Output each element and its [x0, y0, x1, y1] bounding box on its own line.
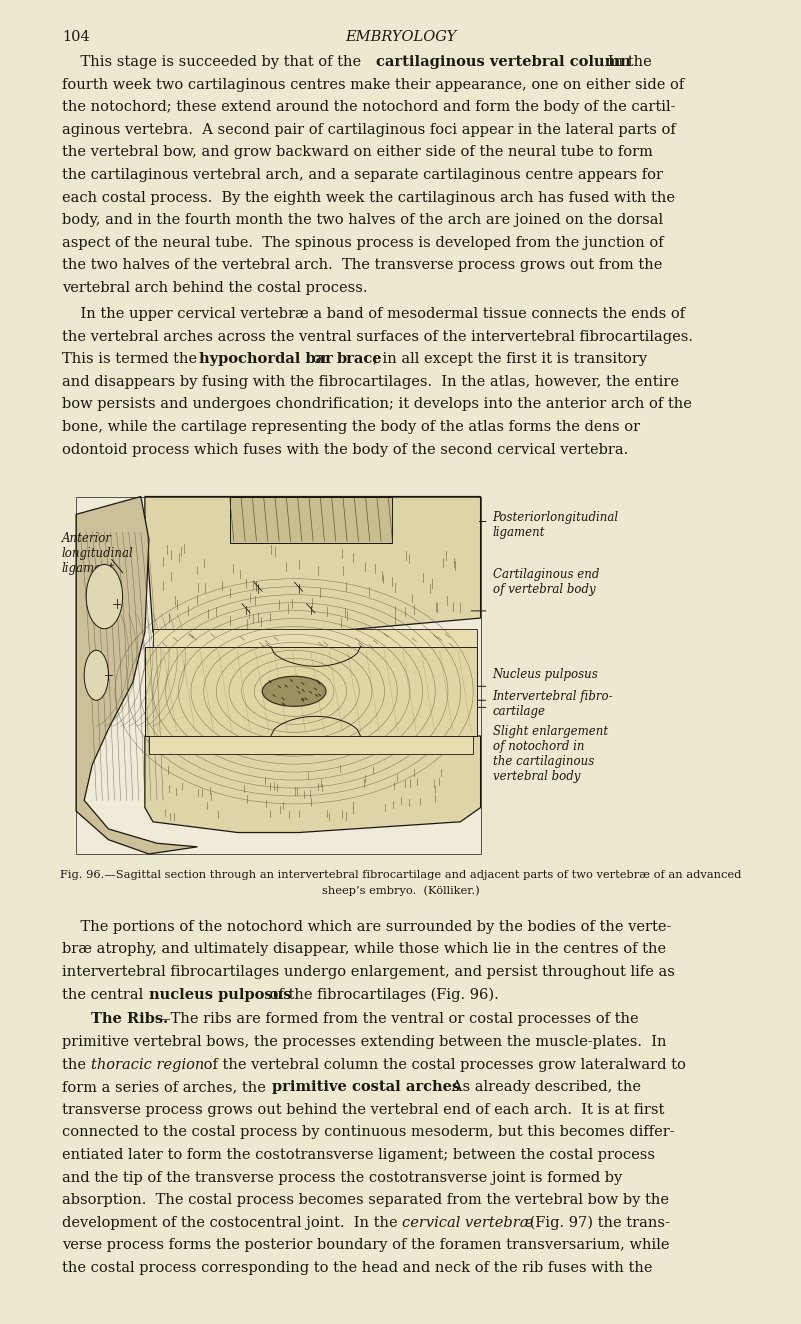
Ellipse shape	[87, 564, 123, 629]
Text: bow persists and undergoes chondrification; it develops into the anterior arch o: bow persists and undergoes chondrificati…	[62, 397, 692, 412]
Text: Nucleus pulposus: Nucleus pulposus	[493, 669, 598, 681]
Polygon shape	[145, 496, 481, 639]
Text: the central: the central	[62, 988, 148, 1001]
Text: brace: brace	[337, 352, 383, 367]
Text: sheep’s embryo.  (Kölliker.): sheep’s embryo. (Kölliker.)	[322, 886, 479, 896]
Text: body, and in the fourth month the two halves of the arch are joined on the dorsa: body, and in the fourth month the two ha…	[62, 213, 663, 228]
Text: nucleus pulposus: nucleus pulposus	[149, 988, 292, 1001]
Text: This stage is succeeded by that of the: This stage is succeeded by that of the	[62, 56, 366, 69]
Text: bone, while the cartilage representing the body of the atlas forms the dens or: bone, while the cartilage representing t…	[62, 420, 640, 434]
Text: aspect of the neural tube.  The spinous process is developed from the junction o: aspect of the neural tube. The spinous p…	[62, 236, 663, 250]
Text: primitive costal arches: primitive costal arches	[272, 1080, 460, 1094]
Text: thoracic region: thoracic region	[91, 1058, 204, 1071]
Text: primitive vertebral bows, the processes extending between the muscle-plates.  In: primitive vertebral bows, the processes …	[62, 1035, 666, 1049]
Text: Anterior
longitudinal
ligament: Anterior longitudinal ligament	[62, 532, 134, 575]
Text: hypochordal bar: hypochordal bar	[199, 352, 333, 367]
Text: aginous vertebra.  A second pair of cartilaginous foci appear in the lateral par: aginous vertebra. A second pair of carti…	[62, 123, 676, 136]
Polygon shape	[149, 736, 473, 753]
Text: EMBRYOLOGY: EMBRYOLOGY	[345, 30, 456, 44]
Text: cervical vertebræ: cervical vertebræ	[402, 1215, 533, 1230]
Text: the cartilaginous vertebral arch, and a separate cartilaginous centre appears fo: the cartilaginous vertebral arch, and a …	[62, 168, 663, 181]
Text: Slight enlargement
of notochord in
the cartilaginous
vertebral body: Slight enlargement of notochord in the c…	[493, 726, 608, 784]
Text: verse process forms the posterior boundary of the foramen transversarium, while: verse process forms the posterior bounda…	[62, 1238, 670, 1253]
Text: —The ribs are formed from the ventral or costal processes of the: —The ribs are formed from the ventral or…	[156, 1013, 638, 1026]
Text: cartilaginous vertebral column: cartilaginous vertebral column	[376, 56, 630, 69]
Text: 104: 104	[62, 30, 90, 44]
Text: .  In the: . In the	[594, 56, 652, 69]
Text: (Fig. 97) the trans-: (Fig. 97) the trans-	[525, 1215, 670, 1230]
Text: and the tip of the transverse process the costotransverse joint is formed by: and the tip of the transverse process th…	[62, 1170, 622, 1185]
Text: Intervertebral fibro-
cartilage: Intervertebral fibro- cartilage	[493, 690, 614, 718]
Text: odontoid process which fuses with the body of the second cervical vertebra.: odontoid process which fuses with the bo…	[62, 442, 628, 457]
Text: Posteriorlongitudinal
ligament: Posteriorlongitudinal ligament	[493, 511, 618, 539]
Text: of the fibrocartilages (Fig. 96).: of the fibrocartilages (Fig. 96).	[264, 988, 498, 1002]
Text: each costal process.  By the eighth week the cartilaginous arch has fused with t: each costal process. By the eighth week …	[62, 191, 675, 205]
Text: bræ atrophy, and ultimately disappear, while those which lie in the centres of t: bræ atrophy, and ultimately disappear, w…	[62, 943, 666, 956]
Text: fourth week two cartilaginous centres make their appearance, one on either side : fourth week two cartilaginous centres ma…	[62, 78, 684, 91]
Polygon shape	[230, 496, 392, 543]
Text: the notochord; these extend around the notochord and form the body of the cartil: the notochord; these extend around the n…	[62, 101, 675, 114]
Polygon shape	[76, 496, 197, 854]
Text: ; in all except the first it is transitory: ; in all except the first it is transito…	[373, 352, 647, 367]
Text: development of the costocentral joint.  In the: development of the costocentral joint. I…	[62, 1215, 402, 1230]
Text: intervertebral fibrocartilages undergo enlargement, and persist throughout life : intervertebral fibrocartilages undergo e…	[62, 965, 675, 978]
Text: the vertebral arches across the ventral surfaces of the intervertebral fibrocart: the vertebral arches across the ventral …	[62, 330, 693, 344]
Text: vertebral arch behind the costal process.: vertebral arch behind the costal process…	[62, 281, 368, 295]
Text: or: or	[308, 352, 333, 367]
Text: The Ribs.: The Ribs.	[91, 1013, 168, 1026]
Text: the: the	[62, 1058, 91, 1071]
Text: absorption.  The costal process becomes separated from the vertebral bow by the: absorption. The costal process becomes s…	[62, 1193, 669, 1207]
Text: entiated later to form the costotransverse ligament; between the costal process: entiated later to form the costotransver…	[62, 1148, 655, 1162]
Text: transverse process grows out behind the vertebral end of each arch.  It is at fi: transverse process grows out behind the …	[62, 1103, 664, 1117]
Text: This is termed the: This is termed the	[62, 352, 202, 367]
Polygon shape	[145, 646, 477, 736]
Text: of the vertebral column the costal processes grow lateralward to: of the vertebral column the costal proce…	[199, 1058, 686, 1071]
Text: The portions of the notochord which are surrounded by the bodies of the verte-: The portions of the notochord which are …	[62, 920, 671, 933]
Text: In the upper cervical vertebræ a band of mesodermal tissue connects the ends of: In the upper cervical vertebræ a band of…	[62, 307, 685, 320]
Ellipse shape	[84, 650, 108, 700]
Text: .  As already described, the: . As already described, the	[438, 1080, 641, 1094]
Text: Cartilaginous end
of vertebral body: Cartilaginous end of vertebral body	[493, 568, 599, 596]
Polygon shape	[153, 629, 477, 646]
Text: the two halves of the vertebral arch.  The transverse process grows out from the: the two halves of the vertebral arch. Th…	[62, 258, 662, 273]
Text: Fig. 96.—Sagittal section through an intervertebral fibrocartilage and adjacent : Fig. 96.—Sagittal section through an int…	[60, 870, 741, 880]
Text: the vertebral bow, and grow backward on either side of the neural tube to form: the vertebral bow, and grow backward on …	[62, 146, 653, 159]
Ellipse shape	[262, 677, 326, 706]
Text: the costal process corresponding to the head and neck of the rib fuses with the: the costal process corresponding to the …	[62, 1260, 653, 1275]
Text: connected to the costal process by continuous mesoderm, but this becomes differ-: connected to the costal process by conti…	[62, 1125, 674, 1140]
Polygon shape	[145, 736, 481, 833]
FancyBboxPatch shape	[76, 496, 481, 854]
Text: and disappears by fusing with the fibrocartilages.  In the atlas, however, the e: and disappears by fusing with the fibroc…	[62, 375, 679, 389]
Text: form a series of arches, the: form a series of arches, the	[62, 1080, 271, 1094]
